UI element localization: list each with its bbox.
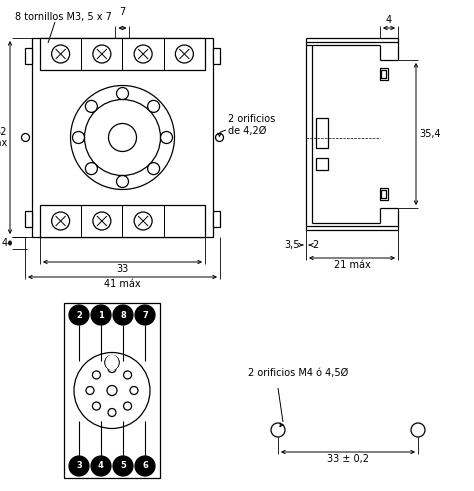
Circle shape: [71, 85, 174, 190]
Circle shape: [84, 100, 161, 175]
Text: 52
máx: 52 máx: [0, 127, 7, 148]
Text: 7: 7: [142, 310, 148, 320]
Text: 33 ± 0,2: 33 ± 0,2: [327, 454, 369, 464]
Text: 33: 33: [117, 264, 128, 274]
Bar: [381, 70, 386, 78]
Bar: [380, 188, 388, 200]
Text: 4: 4: [98, 462, 104, 470]
Circle shape: [411, 423, 425, 437]
Circle shape: [105, 355, 119, 370]
Text: 8 tornillos M3, 5 x 7: 8 tornillos M3, 5 x 7: [15, 12, 112, 22]
Circle shape: [105, 355, 119, 370]
Circle shape: [69, 456, 89, 476]
Circle shape: [85, 163, 97, 175]
Text: 2 orificios
de 4,2Ø: 2 orificios de 4,2Ø: [228, 114, 275, 136]
Circle shape: [93, 212, 111, 230]
Text: 3,5: 3,5: [284, 240, 300, 250]
Circle shape: [175, 45, 193, 63]
Circle shape: [86, 386, 94, 394]
Bar: [213, 211, 220, 227]
Bar: [380, 68, 388, 80]
Circle shape: [109, 124, 137, 152]
Text: 4: 4: [2, 238, 8, 248]
Circle shape: [93, 45, 111, 63]
Circle shape: [117, 175, 128, 188]
Circle shape: [107, 385, 117, 395]
Bar: [25, 48, 32, 64]
Bar: [64, 303, 160, 478]
Circle shape: [113, 305, 133, 325]
Circle shape: [74, 353, 150, 429]
Circle shape: [124, 371, 132, 379]
Bar: [316, 118, 328, 148]
Circle shape: [134, 45, 152, 63]
Circle shape: [124, 402, 132, 410]
Bar: [381, 190, 386, 198]
Bar: [32, 38, 213, 237]
Circle shape: [52, 45, 70, 63]
Circle shape: [135, 456, 155, 476]
Bar: [40, 38, 205, 70]
Circle shape: [21, 134, 29, 141]
Circle shape: [91, 456, 111, 476]
Circle shape: [134, 212, 152, 230]
Text: 4: 4: [386, 15, 392, 25]
Bar: [25, 211, 32, 227]
Circle shape: [271, 423, 285, 437]
Text: 6: 6: [142, 462, 148, 470]
Circle shape: [92, 371, 100, 379]
Text: 5: 5: [120, 462, 126, 470]
Circle shape: [108, 409, 116, 416]
Circle shape: [135, 305, 155, 325]
Text: 21 máx: 21 máx: [334, 260, 370, 270]
Text: 8: 8: [120, 310, 126, 320]
Text: 1: 1: [98, 310, 104, 320]
Circle shape: [91, 305, 111, 325]
Text: 41 máx: 41 máx: [104, 279, 141, 289]
Circle shape: [69, 305, 89, 325]
Text: 7: 7: [119, 7, 126, 17]
Text: 2: 2: [76, 310, 82, 320]
Circle shape: [117, 87, 128, 100]
Text: 2: 2: [312, 240, 318, 250]
Text: 3: 3: [76, 462, 82, 470]
Circle shape: [108, 364, 116, 373]
Circle shape: [147, 100, 160, 112]
Text: 2 orificios M4 ó 4,5Ø: 2 orificios M4 ó 4,5Ø: [248, 368, 348, 378]
Bar: [316, 158, 328, 170]
Polygon shape: [106, 355, 118, 370]
Circle shape: [216, 134, 224, 141]
Circle shape: [113, 456, 133, 476]
Circle shape: [92, 402, 100, 410]
Bar: [40, 205, 205, 237]
Circle shape: [161, 132, 173, 143]
Bar: [213, 48, 220, 64]
Circle shape: [85, 100, 97, 112]
Circle shape: [130, 386, 138, 394]
Circle shape: [52, 212, 70, 230]
Circle shape: [73, 132, 84, 143]
Circle shape: [147, 163, 160, 175]
Text: 35,4: 35,4: [419, 129, 441, 139]
